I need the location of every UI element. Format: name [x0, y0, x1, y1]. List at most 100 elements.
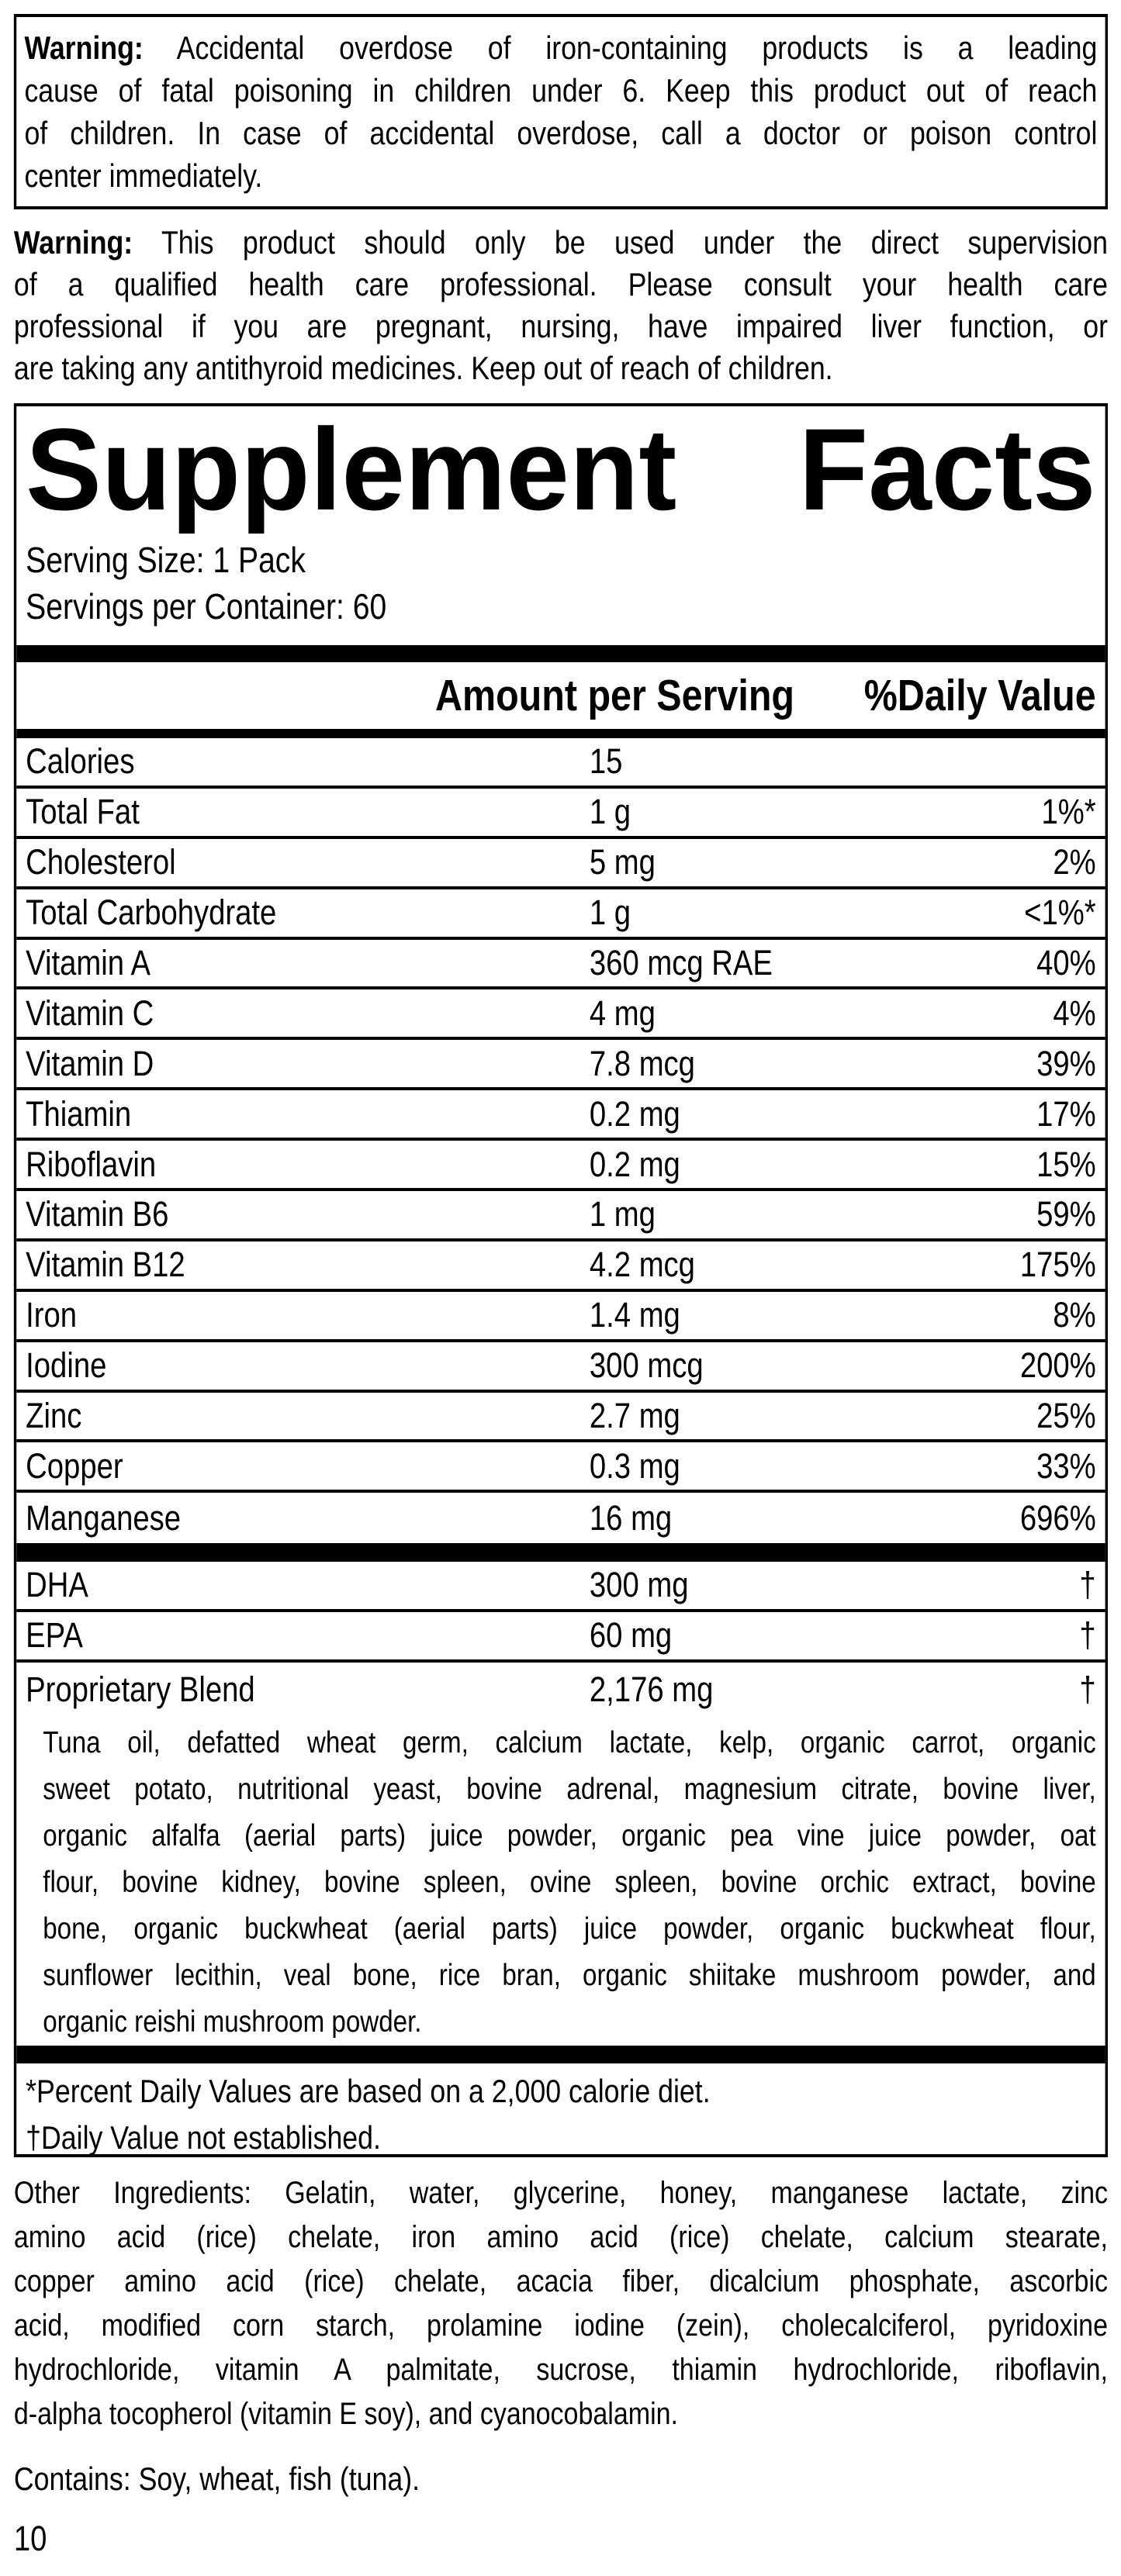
- warning-line: are taking any antithyroid medicines. Ke…: [13, 350, 833, 386]
- nutrient-amount: 300 mcg: [589, 1345, 704, 1386]
- nutrient-dv: <1%*: [1024, 893, 1096, 933]
- nutrient-dv: 17%: [1036, 1093, 1096, 1134]
- table-row: Total Fat 1 g 1%*: [16, 789, 1105, 839]
- nutrient-name: Cholesterol: [26, 842, 176, 882]
- blend-line: sweet potato, nutritional yeast, bovine …: [43, 1772, 1096, 1806]
- proprietary-blend-ingredients: Tuna oil, defatted wheat germ, calcium l…: [16, 1717, 1105, 2046]
- table-header-row: Amount per Serving %Daily Value: [16, 662, 1105, 729]
- nutrient-amount: 16 mg: [589, 1497, 673, 1538]
- table-row: Vitamin A 360 mcg RAE 40%: [16, 940, 1105, 990]
- nutrient-dv: 2%: [1053, 842, 1096, 882]
- nutrient-name: Zinc: [26, 1396, 82, 1436]
- table-row: Riboflavin 0.2 mg 15%: [16, 1141, 1105, 1192]
- table-row: Vitamin C 4 mg 4%: [16, 989, 1105, 1041]
- nutrient-name: Manganese: [26, 1497, 182, 1538]
- panel-title-word2: Facts: [798, 404, 1096, 534]
- nutrient-dv: †: [1079, 1565, 1096, 1605]
- table-row: Vitamin B6 1 mg 59%: [16, 1191, 1105, 1241]
- footnote-daily-value-not-established: †Daily Value not established.: [26, 2118, 381, 2156]
- nutrient-name: Iodine: [26, 1345, 107, 1386]
- supplement-label-page: Warning: Accidental overdose of iron-con…: [0, 14, 1121, 2576]
- nutrient-amount: 60 mg: [589, 1615, 673, 1656]
- nutrient-amount: 4 mg: [589, 993, 656, 1033]
- blend-line: bone, organic buckwheat (aerial parts) j…: [43, 1911, 1096, 1946]
- nutrient-dv: 25%: [1036, 1396, 1096, 1436]
- nutrient-amount: 7.8 mcg: [589, 1043, 695, 1083]
- nutrient-name: Vitamin B12: [26, 1245, 185, 1285]
- nutrient-dv: 59%: [1036, 1194, 1096, 1234]
- table-row: Thiamin 0.2 mg 17%: [16, 1090, 1105, 1141]
- table-row: Manganese 16 mg 696%: [16, 1493, 1105, 1543]
- servings-per-container: Servings per Container: 60: [26, 586, 387, 627]
- panel-title: Supplement Facts: [26, 411, 1096, 527]
- nutrient-name: Vitamin C: [26, 993, 154, 1033]
- nutrient-name: DHA: [26, 1565, 88, 1605]
- table-row: EPA 60 mg †: [16, 1612, 1105, 1663]
- divider-band-thick: [16, 1542, 1105, 1562]
- warning-line: professional if you are pregnant, nursin…: [13, 308, 1109, 344]
- serving-info: Serving Size: 1 Pack Servings per Contai…: [16, 537, 1105, 630]
- table-row: Total Carbohydrate 1 g <1%*: [16, 889, 1105, 940]
- table-row: Vitamin B12 4.2 mcg 175%: [16, 1241, 1105, 1292]
- warning-line: of children. In case of accidental overd…: [24, 115, 1098, 151]
- nutrient-name: Total Carbohydrate: [26, 893, 277, 933]
- divider-bar-medium: [16, 729, 1105, 738]
- table-row: Iodine 300 mcg 200%: [16, 1342, 1105, 1393]
- warning-line: center immediately.: [24, 157, 263, 194]
- supplement-facts-panel: Supplement Facts Serving Size: 1 Pack Se…: [13, 403, 1109, 2157]
- supervision-warning: Warning: This product should only be use…: [14, 222, 1108, 389]
- nutrient-name: Vitamin A: [26, 943, 151, 982]
- nutrient-dv: 15%: [1036, 1144, 1096, 1184]
- panel-title-word1: Supplement: [26, 404, 677, 534]
- serving-size: Serving Size: 1 Pack: [26, 540, 306, 580]
- table-row: Proprietary Blend 2,176 mg †: [16, 1663, 1105, 1717]
- nutrient-name: Vitamin B6: [26, 1194, 169, 1234]
- nutrient-name: Total Fat: [26, 792, 140, 832]
- table-row: Calories 15: [16, 738, 1105, 789]
- blend-line: flour, bovine kidney, bovine spleen, ovi…: [43, 1865, 1096, 1899]
- nutrient-amount: 1 g: [589, 792, 631, 832]
- warning-text: Accidental overdose of iron-containing p…: [176, 29, 1098, 66]
- table-row: DHA 300 mg †: [16, 1562, 1105, 1612]
- nutrient-amount: 360 mcg RAE: [589, 943, 773, 982]
- allergen-contains-statement: Contains: Soy, wheat, fish (tuna).: [13, 2460, 420, 2497]
- nutrient-amount: 0.2 mg: [589, 1144, 680, 1184]
- blend-line: Tuna oil, defatted wheat germ, calcium l…: [43, 1725, 1096, 1759]
- footnote-percent-daily-value: *Percent Daily Values are based on a 2,0…: [26, 2072, 711, 2109]
- nutrient-name: Proprietary Blend: [26, 1669, 255, 1709]
- nutrient-amount: 2,176 mg: [589, 1669, 714, 1709]
- nutrient-name: Copper: [26, 1445, 123, 1486]
- footnotes: *Percent Daily Values are based on a 2,0…: [16, 2063, 1105, 2156]
- nutrient-dv: 40%: [1036, 943, 1096, 982]
- table-row: Cholesterol 5 mg 2%: [16, 839, 1105, 889]
- warning-label: Warning:: [13, 224, 133, 261]
- divider-bar-thick: [16, 645, 1105, 662]
- nutrient-amount: 4.2 mcg: [589, 1245, 695, 1285]
- warning-line: of a qualified health care professional.…: [13, 266, 1109, 302]
- divider-band-thick: [16, 2045, 1105, 2063]
- warning-text: This product should only be used under t…: [161, 224, 1108, 261]
- nutrient-amount: 2.7 mg: [589, 1396, 680, 1436]
- nutrient-amount: 300 mg: [589, 1565, 689, 1605]
- nutrient-dv: 39%: [1036, 1043, 1096, 1083]
- nutrient-name: Calories: [26, 741, 135, 782]
- nutrient-name: Vitamin D: [26, 1043, 154, 1083]
- warning-line: Warning: This product should only be use…: [14, 222, 1108, 264]
- table-row: Copper 0.3 mg 33%: [16, 1442, 1105, 1493]
- nutrient-table: Calories 15 Total Fat 1 g 1%* Cholesterol 5 …: [16, 738, 1105, 1543]
- nutrient-dv: †: [1079, 1615, 1096, 1656]
- nutrient-name: Iron: [26, 1295, 78, 1335]
- other-ingredients-line: amino acid (rice) chelate, iron amino ac…: [13, 2220, 1109, 2254]
- nutrient-amount: 15: [589, 741, 623, 782]
- warning-line: Warning: Accidental overdose of iron-con…: [24, 26, 1097, 69]
- nutrient-amount: 5 mg: [589, 842, 656, 882]
- nutrient-dv: 4%: [1053, 993, 1096, 1033]
- nutrient-dv: 33%: [1036, 1445, 1096, 1486]
- other-ingredients: Other Ingredients: Gelatin, water, glyce…: [14, 2171, 1108, 2436]
- warning-label: Warning:: [24, 29, 144, 66]
- other-ingredients-line: acid, modified corn starch, prolamine io…: [13, 2308, 1109, 2343]
- nutrient-amount: 1 mg: [589, 1194, 656, 1234]
- blend-line: organic alfalfa (aerial parts) juice pow…: [43, 1818, 1096, 1853]
- nutrient-amount: 1.4 mg: [589, 1295, 680, 1335]
- nutrient-name: Riboflavin: [26, 1144, 157, 1184]
